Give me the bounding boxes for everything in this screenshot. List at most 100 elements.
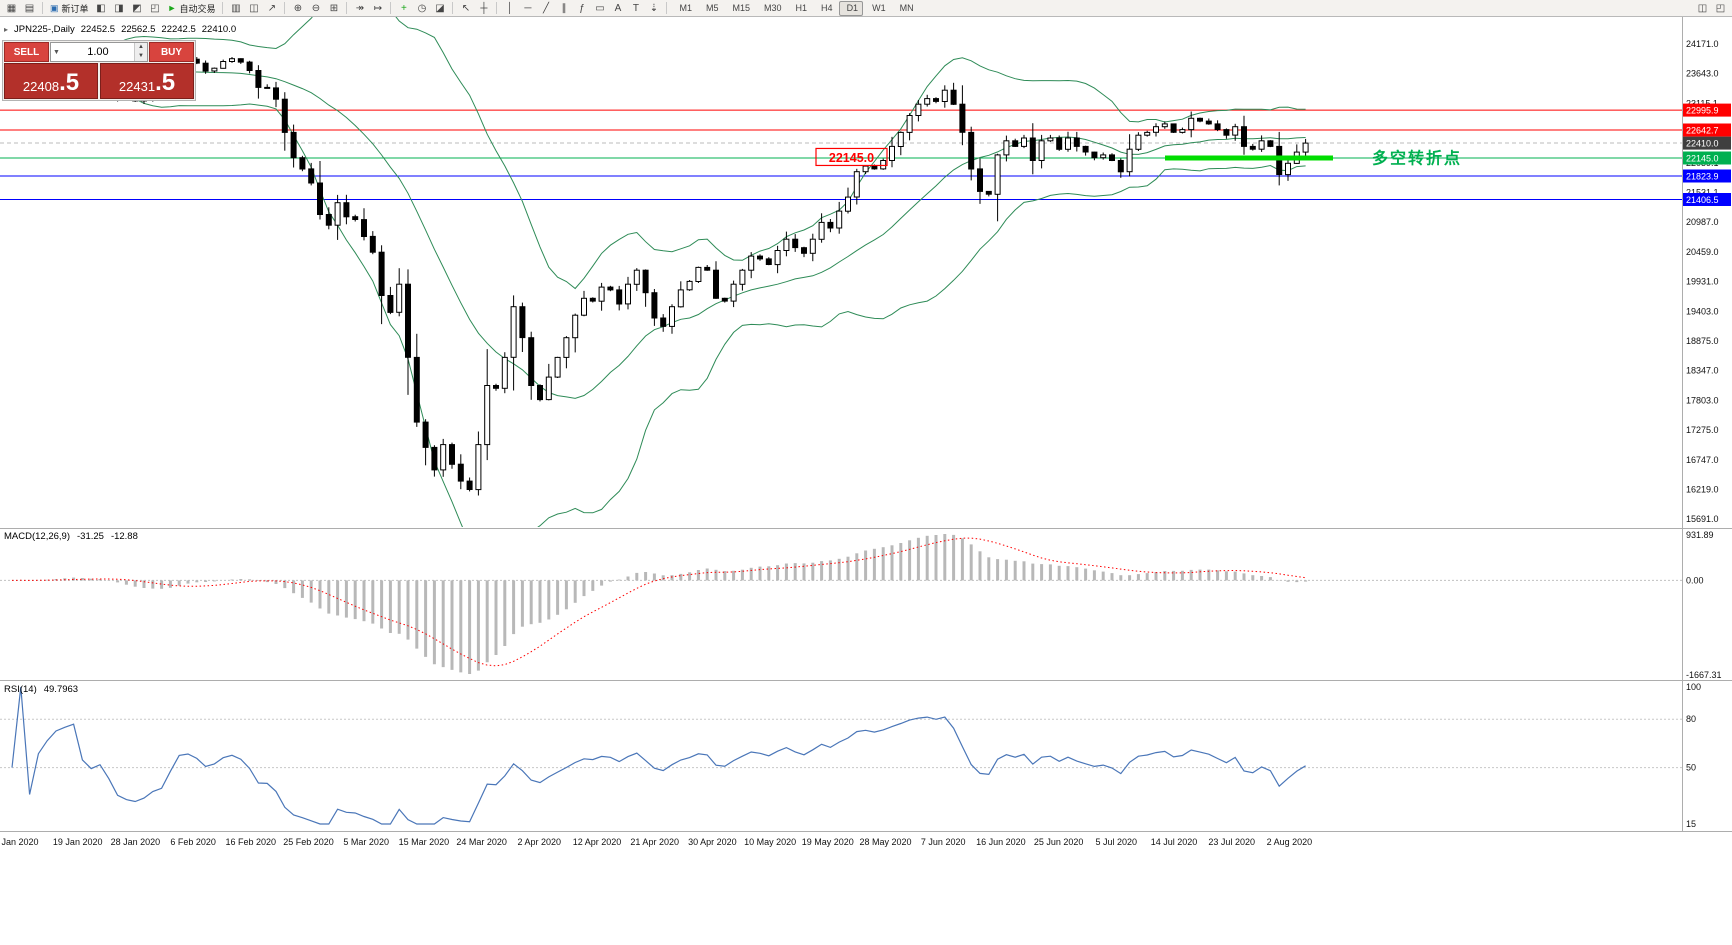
date-axis-label: 10 May 2020 (744, 837, 796, 847)
date-axis-label: 16 Jun 2020 (976, 837, 1026, 847)
zoom-out-icon-glyph: ⊖ (311, 2, 321, 14)
text-label-icon[interactable]: T (627, 1, 644, 16)
line-chart-icon[interactable]: ↗ (263, 1, 280, 16)
timeframe-m30-button[interactable]: M30 (756, 1, 787, 16)
price-axis-label: 23115.1 (1686, 98, 1718, 108)
timeframe-h1-button[interactable]: H1 (788, 1, 813, 16)
crosshair-icon-glyph: ┼ (480, 2, 488, 14)
profiles-icon[interactable]: ▤ (21, 1, 38, 16)
buy-button[interactable]: BUY (149, 42, 194, 62)
toolbar-separator (346, 2, 348, 14)
text-icon[interactable]: A (609, 1, 626, 16)
zoom-in-icon[interactable]: ⊕ (289, 1, 306, 16)
date-axis-label: 28 May 2020 (859, 837, 911, 847)
channel-icon-glyph: ∥ (561, 2, 567, 14)
price-axis-label: 21531.1 (1686, 188, 1719, 198)
horizontal-price-lines (0, 109, 1682, 201)
navigator-icon[interactable]: ◩ (129, 1, 146, 16)
terminal-icon[interactable]: ◰ (147, 1, 164, 16)
buy-price-display[interactable]: 22431 .5 (100, 63, 194, 99)
price-axis-label: 23643.0 (1686, 69, 1719, 79)
toolbar-right-icon-2-glyph: ◰ (1715, 2, 1726, 14)
timeframe-m1-button-label: M1 (679, 3, 692, 13)
volume-up-icon[interactable]: ▲ (135, 43, 147, 52)
axis-price-badge (1683, 169, 1731, 183)
auto-trading-button[interactable]: ► 自动交易 (165, 1, 219, 16)
axis-price-badge (1683, 136, 1731, 150)
price-axis-label: 20987.0 (1686, 217, 1719, 227)
candlestick-chart-icon[interactable]: ◫ (245, 1, 262, 16)
new-order-button-glyph: ▣ (50, 2, 59, 13)
price-annotation-text[interactable]: 22145.0 (829, 151, 874, 165)
shapes-icon[interactable]: ▭ (591, 1, 608, 16)
horizontal-line-icon[interactable]: ─ (519, 1, 536, 16)
timeframe-m15-button[interactable]: M15 (725, 1, 756, 16)
auto-scroll-icon[interactable]: ↠ (351, 1, 368, 16)
price-axis[interactable]: 24171.023643.023115.122587.122059.121531… (1683, 39, 1731, 524)
timeframe-m15-button-label: M15 (732, 3, 751, 13)
timeframe-w1-button[interactable]: W1 (864, 1, 891, 16)
arrows-tool-icon[interactable]: ⇣ (645, 1, 662, 16)
auto-trading-button-glyph: ► (167, 3, 177, 13)
timeframe-mn-button-label: MN (899, 3, 914, 13)
volume-field[interactable]: ▼ 1.00 ▲ ▼ (50, 42, 148, 62)
channel-icon[interactable]: ∥ (555, 1, 572, 16)
date-axis[interactable]: Jan 2020 19 Jan 2020 28 Jan 2020 6 Feb 2020… (1, 837, 1312, 847)
macd-indicator-label: MACD(12,26,9) -31.25 -12.88 (4, 531, 138, 542)
collapse-caret-icon[interactable]: ▼ (53, 48, 60, 56)
tile-windows-icon[interactable]: ⊞ (325, 1, 342, 16)
symbol-toggle-icon[interactable]: ▸ (4, 25, 9, 34)
market-watch-icon-glyph: ◧ (96, 2, 106, 14)
price-axis-label: 16219.0 (1686, 485, 1719, 495)
timeframe-m5-button[interactable]: M5 (698, 1, 724, 16)
fibonacci-icon[interactable]: ƒ (573, 1, 590, 16)
new-chart-icon-glyph: ▦ (6, 2, 17, 14)
auto-scroll-icon-glyph: ↠ (355, 2, 365, 14)
periods-icon[interactable]: ◷ (413, 1, 430, 16)
vertical-line-icon[interactable]: │ (501, 1, 518, 16)
date-axis-label: 25 Feb 2020 (283, 837, 334, 847)
toolbar-right-icon-1[interactable]: ◫ (1694, 1, 1711, 16)
new-order-button-label: 新订单 (61, 3, 89, 14)
chart-shift-icon[interactable]: ↦ (369, 1, 386, 16)
date-axis-label: 2 Apr 2020 (518, 837, 562, 847)
timeframe-d1-button-label: D1 (846, 3, 859, 13)
new-order-button[interactable]: ▣ 新订单 (47, 1, 92, 16)
toolbar-right-icon-2[interactable]: ◰ (1712, 1, 1729, 16)
date-axis-label: 5 Mar 2020 (343, 837, 389, 847)
trendline-icon[interactable]: ╱ (537, 1, 554, 16)
ohlc-info: ▸ JPN225-,Daily 22452.5 22562.5 22242.5 … (4, 24, 236, 35)
sell-button[interactable]: SELL (4, 42, 49, 62)
indicators-icon[interactable]: + (395, 1, 412, 16)
data-window-icon[interactable]: ◨ (111, 1, 128, 16)
one-click-trading-panel: SELL ▼ 1.00 ▲ ▼ BUY 22408 .5 22431 .5 (2, 40, 196, 101)
macd-value-1: -31.25 (77, 531, 104, 542)
price-annotation-box[interactable] (815, 147, 888, 167)
zoom-out-icon[interactable]: ⊖ (307, 1, 324, 16)
market-watch-icon[interactable]: ◧ (93, 1, 110, 16)
sell-price-display[interactable]: 22408 .5 (4, 63, 98, 99)
crosshair-icon[interactable]: ┼ (475, 1, 492, 16)
timeframe-h4-button-label: H4 (821, 3, 833, 13)
date-axis-label: 6 Feb 2020 (170, 837, 216, 847)
cursor-icon[interactable]: ↖ (457, 1, 474, 16)
cn-annotation-text[interactable]: 多空转折点 (1372, 148, 1462, 167)
price-pane[interactable]: 22145.0 (0, 0, 1682, 553)
timeframe-h4-button[interactable]: H4 (813, 1, 838, 16)
templates-icon[interactable]: ◪ (431, 1, 448, 16)
date-axis-label: 19 May 2020 (802, 837, 854, 847)
date-axis-label: 7 Jun 2020 (921, 837, 966, 847)
axis-price-badge-label: 22410.0 (1686, 139, 1719, 149)
volume-down-icon[interactable]: ▼ (135, 52, 147, 61)
timeframe-m1-button[interactable]: M1 (671, 1, 697, 16)
timeframe-mn-button[interactable]: MN (892, 1, 919, 16)
bar-chart-icon[interactable]: ▥ (227, 1, 244, 16)
volume-value[interactable]: 1.00 (87, 46, 109, 58)
timeframe-d1-button[interactable]: D1 (838, 0, 864, 16)
axis-price-badge-label: 21823.9 (1686, 172, 1719, 182)
new-chart-icon[interactable]: ▦ (3, 1, 20, 16)
cursor-icon-glyph: ↖ (461, 2, 471, 14)
date-axis-label: 15 Mar 2020 (399, 837, 450, 847)
